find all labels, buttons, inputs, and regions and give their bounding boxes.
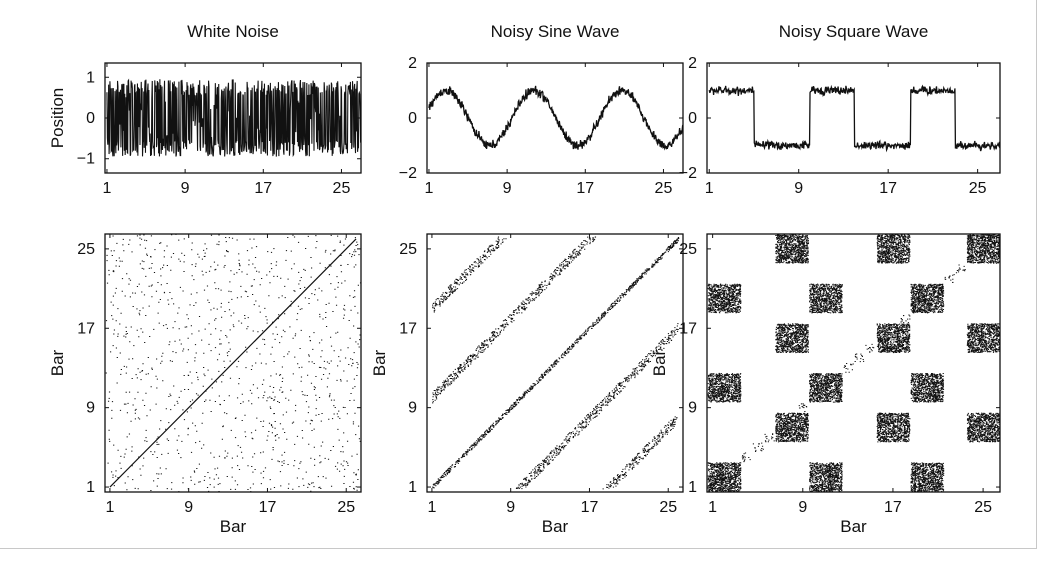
recurrence-points — [707, 234, 1000, 492]
y-tick-label: 2 — [688, 55, 697, 72]
panel-3: 1 9 17 25 −2 0 2 Noisy Square Wave — [679, 22, 1001, 197]
x-tick-label: 9 — [794, 180, 803, 197]
y-tick-label: 25 — [77, 241, 95, 258]
y-tick-label: 0 — [408, 110, 417, 127]
x-tick-label: 9 — [184, 499, 193, 516]
x-tick-label: 25 — [969, 180, 987, 197]
y-tick-label: 0 — [86, 110, 95, 127]
y-tick-label: 0 — [688, 110, 697, 127]
x-tick-label: 17 — [884, 499, 902, 516]
y-tick-label: 25 — [399, 241, 417, 258]
y-tick-label: 1 — [86, 69, 95, 86]
x-tick-label: 25 — [974, 499, 992, 516]
x-tick-label: 1 — [105, 499, 114, 516]
series-line — [106, 78, 361, 158]
x-tick-label: 17 — [581, 499, 599, 516]
plot-marks — [105, 234, 361, 492]
recurrence-points — [432, 236, 680, 490]
y-tick-label: 25 — [679, 241, 697, 258]
y-tick-label: 17 — [679, 320, 697, 337]
y-axis-label: Bar — [48, 349, 67, 376]
x-tick-label: 17 — [576, 180, 594, 197]
x-axis-label: Bar — [542, 517, 569, 536]
series-line — [428, 85, 683, 151]
y-tick-label: −2 — [679, 165, 697, 182]
series-line — [708, 84, 1000, 153]
axes-box — [706, 62, 1001, 174]
panel-5: 1 9 17 25 1 9 17 25 Bar Bar — [370, 233, 684, 536]
x-tick-label: 9 — [503, 180, 512, 197]
x-axis-label: Bar — [220, 517, 247, 536]
y-tick-label: 1 — [408, 479, 417, 496]
y-tick-label: 9 — [408, 400, 417, 417]
x-tick-label: 9 — [181, 180, 190, 197]
chart-title: Noisy Square Wave — [779, 22, 929, 41]
y-axis-label: Bar — [370, 349, 389, 376]
y-axis-label: Position — [48, 88, 67, 148]
axes-box — [706, 233, 1001, 493]
panel-2: 1 9 17 25 −2 0 2 Noisy Sine Wave — [399, 22, 684, 197]
panel-6: 1 9 17 25 1 9 17 25 Bar Bar — [650, 233, 1001, 536]
x-tick-label: 9 — [506, 499, 515, 516]
x-tick-label: 25 — [337, 499, 355, 516]
plot-marks — [106, 78, 361, 158]
x-tick-label: 25 — [655, 180, 673, 197]
plot-marks — [432, 236, 680, 490]
x-tick-label: 17 — [879, 180, 897, 197]
axes-box — [426, 233, 684, 493]
y-tick-label: 17 — [77, 320, 95, 337]
plot-marks — [428, 85, 683, 151]
x-tick-label: 17 — [259, 499, 277, 516]
x-tick-label: 1 — [705, 180, 714, 197]
x-tick-label: 25 — [333, 180, 351, 197]
y-tick-label: 2 — [408, 55, 417, 72]
x-tick-label: 9 — [798, 499, 807, 516]
y-tick-label: −1 — [77, 151, 95, 168]
chart-title: White Noise — [187, 22, 279, 41]
y-tick-label: 17 — [399, 320, 417, 337]
chart-title: Noisy Sine Wave — [491, 22, 620, 41]
panel-4: 1 9 17 25 1 9 17 25 Bar Bar — [48, 233, 362, 536]
x-tick-label: 1 — [708, 499, 717, 516]
y-tick-label: 1 — [688, 479, 697, 496]
y-tick-label: −2 — [399, 165, 417, 182]
x-tick-label: 17 — [254, 180, 272, 197]
x-axis-label: Bar — [840, 517, 867, 536]
y-tick-label: 9 — [86, 400, 95, 417]
y-tick-label: 1 — [86, 479, 95, 496]
plot-marks — [708, 84, 1000, 153]
main-diagonal — [109, 238, 357, 488]
x-tick-label: 1 — [103, 180, 112, 197]
x-tick-label: 1 — [427, 499, 436, 516]
y-axis-label: Bar — [650, 349, 669, 376]
x-tick-label: 1 — [425, 180, 434, 197]
plot-marks — [707, 234, 1000, 492]
y-tick-label: 9 — [688, 400, 697, 417]
x-tick-label: 25 — [659, 499, 677, 516]
axes-box — [104, 233, 362, 493]
panel-1: 1 9 17 25 −1 0 1 White Noise Position — [48, 22, 362, 197]
figure-frame — [0, 0, 1037, 549]
